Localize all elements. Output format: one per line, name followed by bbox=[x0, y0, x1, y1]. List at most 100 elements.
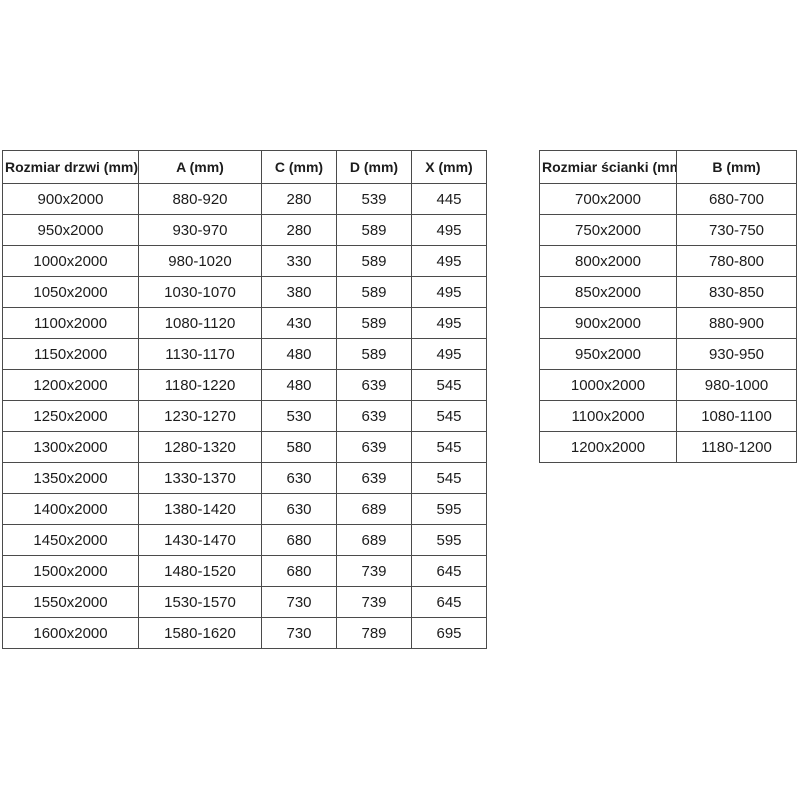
table-cell: 495 bbox=[411, 245, 487, 277]
table-cell: 589 bbox=[336, 276, 412, 308]
table-cell: 639 bbox=[336, 431, 412, 463]
table-header-cell: C (mm) bbox=[261, 150, 337, 184]
table-cell: 1500x2000 bbox=[2, 555, 139, 587]
table-cell: 930-970 bbox=[138, 214, 262, 246]
table-cell: 1200x2000 bbox=[539, 431, 677, 463]
door-sizes-table-header: Rozmiar drzwi (mm) A (mm) C (mm) D (mm) X (m… bbox=[2, 150, 487, 184]
table-cell: 830-850 bbox=[676, 276, 797, 308]
table-cell: 589 bbox=[336, 245, 412, 277]
table-row: 1000x2000 980-1020 330 589 495 bbox=[2, 245, 487, 277]
table-cell: 1400x2000 bbox=[2, 493, 139, 525]
table-cell: 1430-1470 bbox=[138, 524, 262, 556]
table-cell: 495 bbox=[411, 338, 487, 370]
door-sizes-table-body: 900x2000 880-920 280 539 445 950x2000 930-970 2… bbox=[2, 183, 487, 649]
table-cell: 739 bbox=[336, 555, 412, 587]
table-header-row: Rozmiar drzwi (mm) A (mm) C (mm) D (mm) X (m… bbox=[2, 150, 487, 184]
table-header-row: Rozmiar ścianki (mm) B (mm) bbox=[539, 150, 797, 184]
table-cell: 739 bbox=[336, 586, 412, 618]
table-row: 850x2000 830-850 bbox=[539, 276, 797, 308]
table-row: 1250x2000 1230-1270 530 639 545 bbox=[2, 400, 487, 432]
table-cell: 850x2000 bbox=[539, 276, 677, 308]
table-cell: 1030-1070 bbox=[138, 276, 262, 308]
table-cell: 900x2000 bbox=[539, 307, 677, 339]
table-header-cell: Rozmiar drzwi (mm) bbox=[2, 150, 139, 184]
table-cell: 1100x2000 bbox=[2, 307, 139, 339]
table-cell: 1000x2000 bbox=[539, 369, 677, 401]
table-header-cell: X (mm) bbox=[411, 150, 487, 184]
table-cell: 1150x2000 bbox=[2, 338, 139, 370]
table-cell: 630 bbox=[261, 462, 337, 494]
table-cell: 880-900 bbox=[676, 307, 797, 339]
table-row: 950x2000 930-950 bbox=[539, 338, 797, 370]
table-cell: 1580-1620 bbox=[138, 617, 262, 649]
table-cell: 950x2000 bbox=[539, 338, 677, 370]
table-cell: 1380-1420 bbox=[138, 493, 262, 525]
table-cell: 430 bbox=[261, 307, 337, 339]
table-cell: 539 bbox=[336, 183, 412, 215]
table-cell: 480 bbox=[261, 369, 337, 401]
table-cell: 639 bbox=[336, 400, 412, 432]
table-row: 800x2000 780-800 bbox=[539, 245, 797, 277]
table-cell: 700x2000 bbox=[539, 183, 677, 215]
table-cell: 730-750 bbox=[676, 214, 797, 246]
table-cell: 639 bbox=[336, 369, 412, 401]
table-row: 750x2000 730-750 bbox=[539, 214, 797, 246]
table-row: 1500x2000 1480-1520 680 739 645 bbox=[2, 555, 487, 587]
table-cell: 589 bbox=[336, 338, 412, 370]
table-row: 1350x2000 1330-1370 630 639 545 bbox=[2, 462, 487, 494]
table-row: 1300x2000 1280-1320 580 639 545 bbox=[2, 431, 487, 463]
table-row: 900x2000 880-920 280 539 445 bbox=[2, 183, 487, 215]
table-cell: 280 bbox=[261, 214, 337, 246]
table-cell: 480 bbox=[261, 338, 337, 370]
table-cell: 730 bbox=[261, 586, 337, 618]
table-cell: 930-950 bbox=[676, 338, 797, 370]
table-cell: 445 bbox=[411, 183, 487, 215]
table-cell: 980-1020 bbox=[138, 245, 262, 277]
table-cell: 900x2000 bbox=[2, 183, 139, 215]
table-cell: 545 bbox=[411, 431, 487, 463]
table-cell: 495 bbox=[411, 276, 487, 308]
table-header-cell: D (mm) bbox=[336, 150, 412, 184]
table-row: 1450x2000 1430-1470 680 689 595 bbox=[2, 524, 487, 556]
table-cell: 680 bbox=[261, 555, 337, 587]
table-cell: 1600x2000 bbox=[2, 617, 139, 649]
table-cell: 880-920 bbox=[138, 183, 262, 215]
table-cell: 530 bbox=[261, 400, 337, 432]
table-header-cell: B (mm) bbox=[676, 150, 797, 184]
table-cell: 1200x2000 bbox=[2, 369, 139, 401]
table-row: 1200x2000 1180-1200 bbox=[539, 431, 797, 463]
table-cell: 380 bbox=[261, 276, 337, 308]
table-cell: 1350x2000 bbox=[2, 462, 139, 494]
table-cell: 645 bbox=[411, 586, 487, 618]
table-cell: 280 bbox=[261, 183, 337, 215]
table-cell: 1180-1200 bbox=[676, 431, 797, 463]
table-cell: 780-800 bbox=[676, 245, 797, 277]
table-cell: 1550x2000 bbox=[2, 586, 139, 618]
table-cell: 595 bbox=[411, 524, 487, 556]
table-row: 1200x2000 1180-1220 480 639 545 bbox=[2, 369, 487, 401]
table-row: 1000x2000 980-1000 bbox=[539, 369, 797, 401]
table-cell: 689 bbox=[336, 524, 412, 556]
table-cell: 730 bbox=[261, 617, 337, 649]
table-row: 1550x2000 1530-1570 730 739 645 bbox=[2, 586, 487, 618]
table-row: 1150x2000 1130-1170 480 589 495 bbox=[2, 338, 487, 370]
table-cell: 789 bbox=[336, 617, 412, 649]
table-row: 900x2000 880-900 bbox=[539, 307, 797, 339]
table-cell: 1450x2000 bbox=[2, 524, 139, 556]
table-cell: 980-1000 bbox=[676, 369, 797, 401]
table-cell: 545 bbox=[411, 369, 487, 401]
table-row: 1100x2000 1080-1100 bbox=[539, 400, 797, 432]
wall-sizes-table: Rozmiar ścianki (mm) B (mm) 700x2000 680-7… bbox=[539, 150, 797, 463]
door-sizes-table: Rozmiar drzwi (mm) A (mm) C (mm) D (mm) X (m… bbox=[2, 150, 487, 649]
table-cell: 1080-1120 bbox=[138, 307, 262, 339]
table-cell: 595 bbox=[411, 493, 487, 525]
table-cell: 750x2000 bbox=[539, 214, 677, 246]
table-cell: 680 bbox=[261, 524, 337, 556]
table-cell: 689 bbox=[336, 493, 412, 525]
table-cell: 1050x2000 bbox=[2, 276, 139, 308]
table-cell: 1180-1220 bbox=[138, 369, 262, 401]
table-cell: 589 bbox=[336, 214, 412, 246]
table-cell: 1330-1370 bbox=[138, 462, 262, 494]
table-cell: 545 bbox=[411, 462, 487, 494]
table-cell: 330 bbox=[261, 245, 337, 277]
